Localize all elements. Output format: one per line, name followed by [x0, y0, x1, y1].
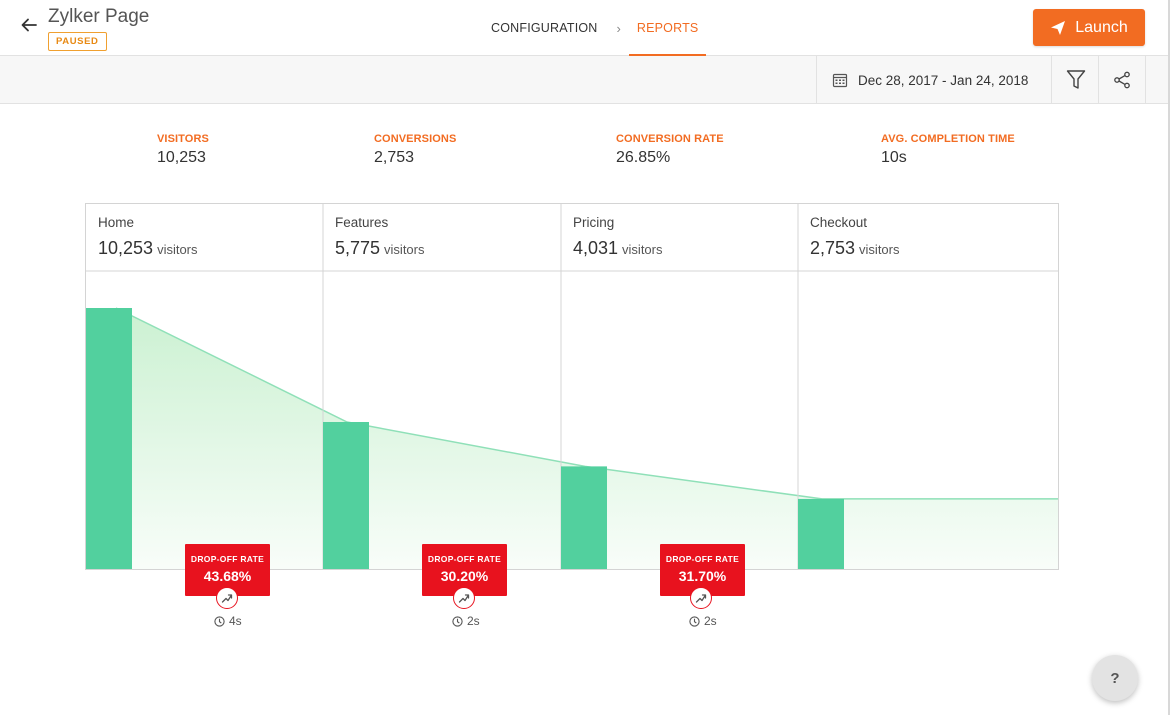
step-time-value: 2s [467, 614, 480, 628]
date-range-text: Dec 28, 2017 - Jan 24, 2018 [858, 72, 1029, 88]
dropoff-label: DROP-OFF RATE [665, 554, 740, 564]
funnel-step-pricing[interactable]: Pricing 4,031 visitors [561, 204, 798, 272]
step-count-value: 5,775 [335, 238, 381, 258]
step-name: Features [335, 215, 389, 230]
step-name: Pricing [573, 215, 615, 230]
funnel-bar-pricing [561, 466, 607, 569]
step-name: Home [98, 215, 135, 230]
step-time-value: 4s [229, 614, 242, 628]
send-icon [1051, 20, 1066, 35]
filter-icon [1066, 70, 1085, 89]
funnel-bar-features [323, 421, 369, 569]
step-count: 2,753 visitors [810, 238, 1058, 259]
funnel-step-checkout[interactable]: Checkout 2,753 visitors [798, 204, 1058, 272]
metric-value: 10,253 [157, 149, 206, 166]
calendar-icon [832, 73, 848, 88]
metric-avg-completion-time: AVG. COMPLETION TIME 10s [881, 133, 1015, 167]
step-count: 4,031 visitors [573, 238, 798, 259]
step-time: 2s [452, 614, 480, 628]
funnel-bar-home [86, 308, 132, 569]
metric-conversion-rate: CONVERSION RATE 26.85% [616, 133, 724, 167]
top-header: Zylker Page PAUSED CONFIGURATION › REPOR… [0, 0, 1170, 57]
step-time: 4s [214, 614, 242, 628]
step-count-unit: visitors [859, 242, 900, 257]
funnel-step-home[interactable]: Home 10,253 visitors [86, 204, 323, 272]
dropoff-value: 43.68% [203, 568, 252, 584]
trending-icon[interactable] [690, 587, 712, 609]
tab-reports[interactable]: REPORTS [628, 0, 707, 57]
step-count-value: 10,253 [98, 238, 154, 258]
status-badge: PAUSED [48, 32, 107, 51]
breadcrumb-nav: CONFIGURATION › REPORTS [480, 0, 707, 57]
step-time-value: 2s [704, 614, 717, 628]
page-title: Zylker Page [48, 6, 150, 27]
share-icon [1114, 71, 1130, 89]
step-count: 10,253 visitors [98, 238, 323, 259]
help-button[interactable]: ? [1092, 655, 1138, 701]
window-edge [1168, 0, 1170, 715]
launch-label: Launch [1075, 18, 1128, 36]
trending-icon[interactable] [216, 587, 238, 609]
metric-value: 26.85% [616, 149, 671, 166]
dropoff-badge[interactable]: DROP-OFF RATE 30.20% [422, 544, 507, 596]
step-count-unit: visitors [622, 242, 663, 257]
step-count: 5,775 visitors [335, 238, 561, 259]
metric-label: CONVERSIONS [374, 133, 457, 145]
step-name: Checkout [810, 215, 868, 230]
step-count-value: 4,031 [573, 238, 619, 258]
dropoff-label: DROP-OFF RATE [427, 554, 502, 564]
step-count-unit: visitors [384, 242, 425, 257]
step-count-unit: visitors [157, 242, 198, 257]
launch-button[interactable]: Launch [1033, 9, 1145, 46]
funnel-graphic [86, 204, 1058, 569]
share-button[interactable] [1098, 56, 1146, 104]
trending-icon[interactable] [453, 587, 475, 609]
metric-value: 2,753 [374, 149, 415, 166]
tab-configuration[interactable]: CONFIGURATION [491, 21, 598, 35]
funnel-step-features[interactable]: Features 5,775 visitors [323, 204, 561, 272]
metric-label: VISITORS [157, 133, 209, 145]
date-range-picker[interactable]: Dec 28, 2017 - Jan 24, 2018 [816, 56, 1051, 104]
dropoff-value: 30.20% [440, 568, 489, 584]
dropoff-label: DROP-OFF RATE [190, 554, 265, 564]
step-count-value: 2,753 [810, 238, 856, 258]
dropoff-value: 31.70% [678, 568, 727, 584]
metric-conversions: CONVERSIONS 2,753 [374, 133, 456, 167]
metric-value: 10s [881, 149, 907, 166]
funnel-bar-checkout [798, 498, 844, 569]
clock-icon [452, 615, 463, 627]
filter-button[interactable] [1051, 56, 1099, 104]
back-arrow-icon[interactable] [16, 12, 42, 38]
chevron-right-icon: › [616, 20, 621, 36]
clock-icon [689, 615, 700, 627]
metric-label: CONVERSION RATE [616, 133, 724, 145]
report-toolbar: Dec 28, 2017 - Jan 24, 2018 [0, 56, 1170, 104]
step-time: 2s [689, 614, 717, 628]
metric-label: AVG. COMPLETION TIME [881, 133, 1015, 145]
metric-visitors: VISITORS 10,253 [157, 133, 209, 167]
funnel-chart: Home 10,253 visitors Features 5,775 visito… [85, 203, 1059, 570]
clock-icon [214, 615, 225, 627]
